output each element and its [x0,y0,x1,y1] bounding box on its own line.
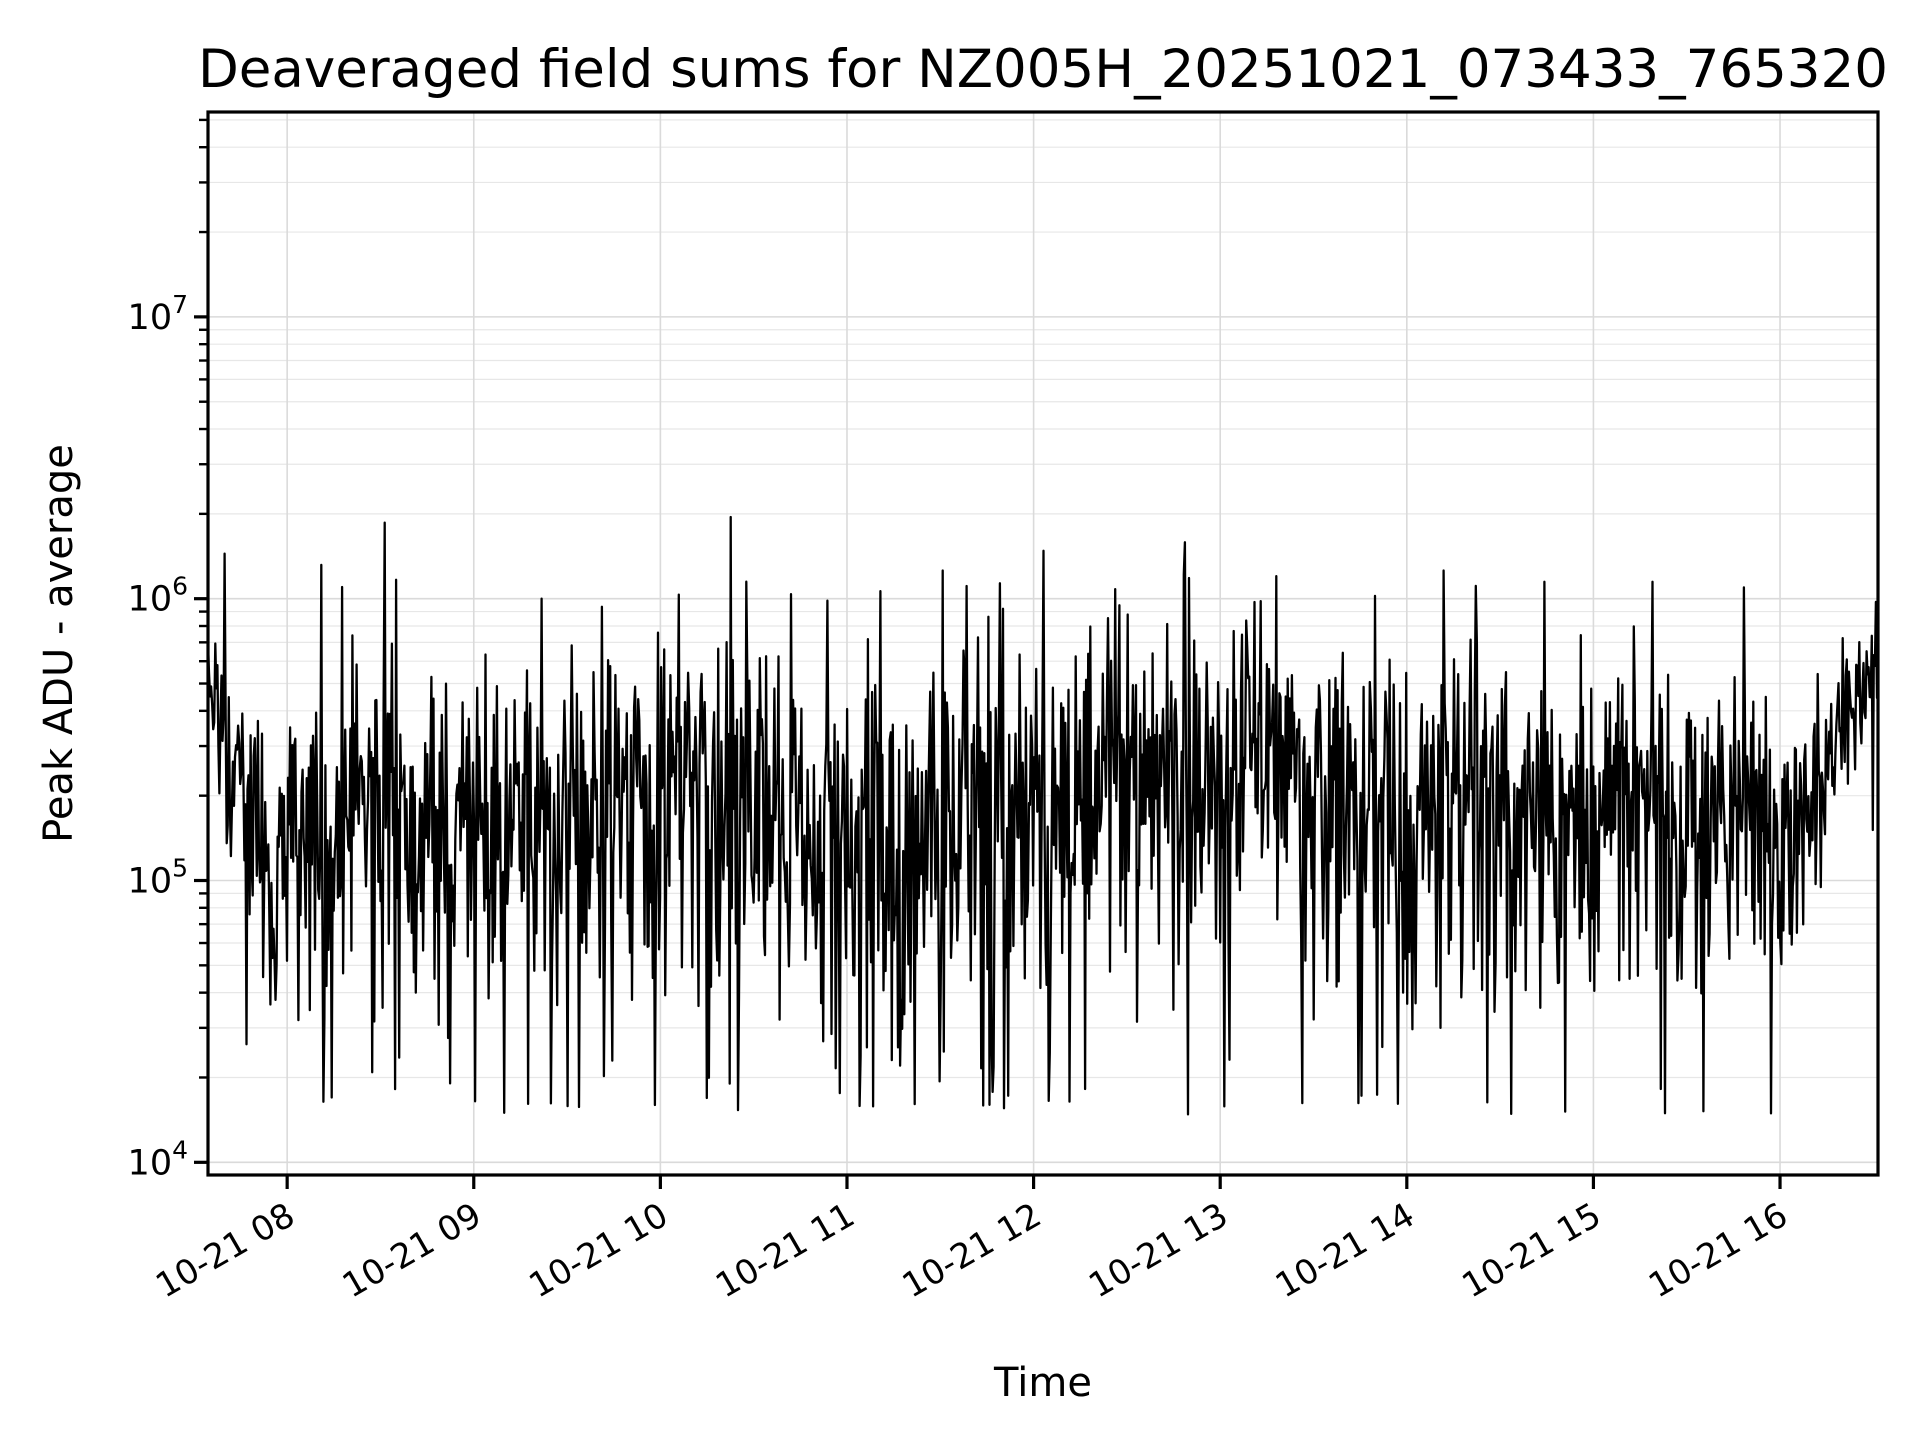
chart-title: Deaveraged field sums for NZ005H_2025102… [198,39,1888,100]
y-axis-label: Peak ADU - average [36,444,82,843]
y-tick-label: 104 [128,1135,188,1183]
y-tick-label: 107 [128,290,188,338]
y-tick-label: 106 [128,572,188,620]
tick-layer [194,118,1782,1189]
y-tick-label: 105 [128,854,188,902]
data-layer [208,515,1878,1116]
data-series-line [208,515,1878,1116]
x-axis-label: Time [993,1360,1092,1406]
